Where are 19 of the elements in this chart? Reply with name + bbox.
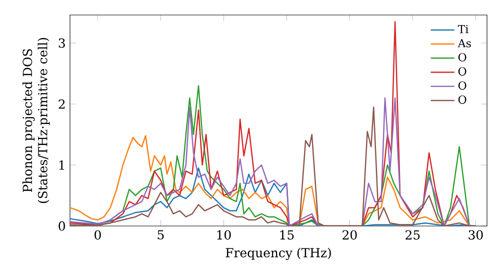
x-tick-label: 30 <box>468 230 483 240</box>
y-axis-title: Phonon projected DOS (States/THz·primitive cell) <box>22 38 50 203</box>
x-axis-title: Frequency (THz) <box>226 248 331 260</box>
y-tick-label: 0 <box>58 221 65 231</box>
x-tick-label: 5 <box>158 230 164 240</box>
y-tick-label: 2 <box>58 99 65 109</box>
legend-label: As <box>458 39 471 48</box>
x-tick-label: 0 <box>94 230 101 240</box>
x-tick-label: 25 <box>406 230 420 240</box>
y-tick-label: 3 <box>58 38 65 48</box>
legend-label: O <box>458 81 466 90</box>
x-tick-label: 15 <box>280 230 294 240</box>
legend-label: O <box>458 67 466 76</box>
legend-label: O <box>458 53 466 62</box>
legend-label: O <box>458 95 466 104</box>
legend-label: Ti <box>458 25 468 34</box>
x-tick-label: 10 <box>217 230 231 240</box>
x-tick-label: 20 <box>342 230 357 240</box>
y-tick-label: 1 <box>59 160 64 170</box>
